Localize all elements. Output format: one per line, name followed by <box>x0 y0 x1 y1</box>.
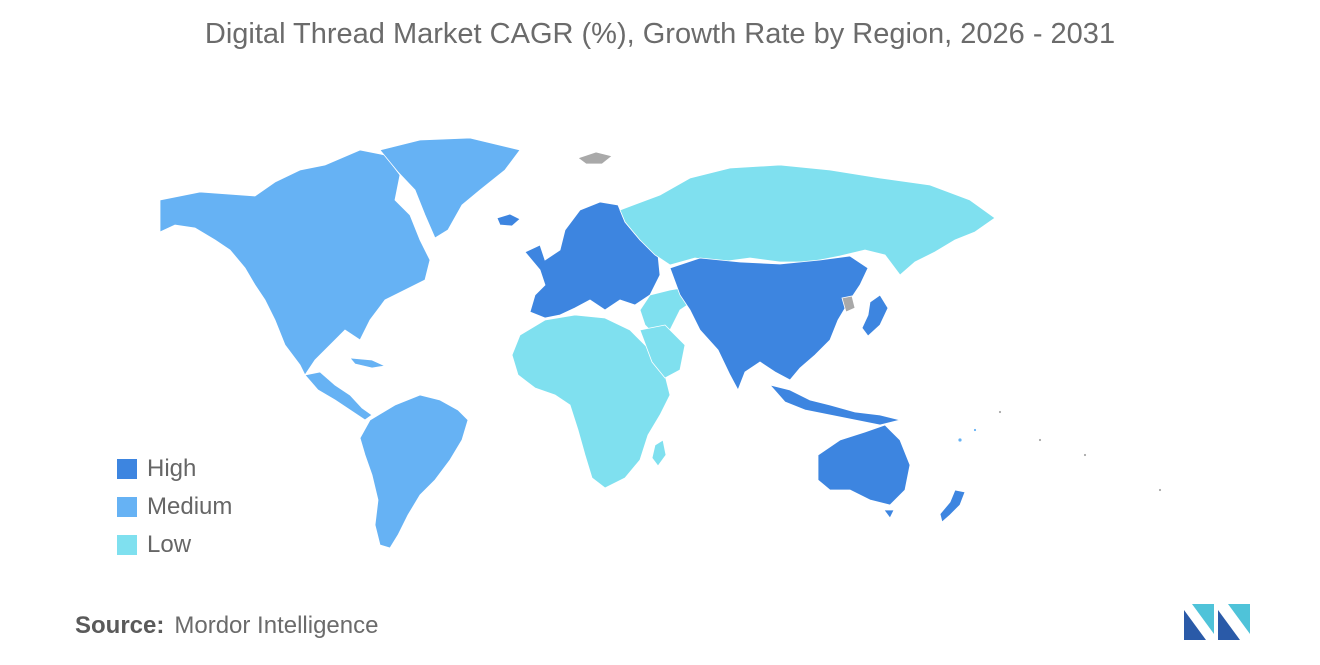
source-value: Mordor Intelligence <box>174 612 379 639</box>
legend-label-low: Low <box>147 531 192 558</box>
logo-mid-a <box>1192 604 1214 634</box>
legend-label-medium: Medium <box>147 493 233 520</box>
legend-swatch-high <box>117 459 137 479</box>
legend-label-high: High <box>147 455 197 482</box>
logo-mid-b <box>1218 610 1240 640</box>
legend-item-low: Low <box>117 526 232 564</box>
legend-item-high: High <box>117 450 232 488</box>
region-korea <box>841 295 856 313</box>
legend-swatch-medium <box>117 497 137 517</box>
region-central-america <box>304 371 373 421</box>
source-note: Source: Mordor Intelligence <box>75 612 378 640</box>
pacific-islands <box>957 410 1162 492</box>
region-new-zealand <box>939 489 966 523</box>
legend-swatch-low <box>117 535 137 555</box>
region-iceland <box>496 213 521 227</box>
mordor-logo-icon <box>1184 604 1250 640</box>
source-label: Source: <box>75 612 165 639</box>
legend-item-medium: Medium <box>117 488 232 526</box>
region-russia <box>619 164 996 276</box>
region-tasmania <box>883 509 895 519</box>
legend: High Medium Low <box>117 450 232 564</box>
region-caribbean <box>349 357 387 369</box>
region-north-america <box>159 149 431 376</box>
region-australia <box>817 424 911 506</box>
chart-title: Digital Thread Market CAGR (%), Growth R… <box>204 18 1116 50</box>
region-south-america <box>359 394 469 549</box>
region-asia-pacific <box>669 255 869 391</box>
logo-left-bar <box>1184 610 1206 640</box>
region-africa <box>511 314 671 489</box>
region-southeast-asia <box>768 384 901 426</box>
region-arabia <box>639 324 686 379</box>
region-japan <box>861 294 889 337</box>
region-greenland <box>379 137 521 239</box>
logo-right-bar <box>1228 604 1250 634</box>
region-madagascar <box>651 439 667 467</box>
region-svalbard <box>577 151 613 165</box>
